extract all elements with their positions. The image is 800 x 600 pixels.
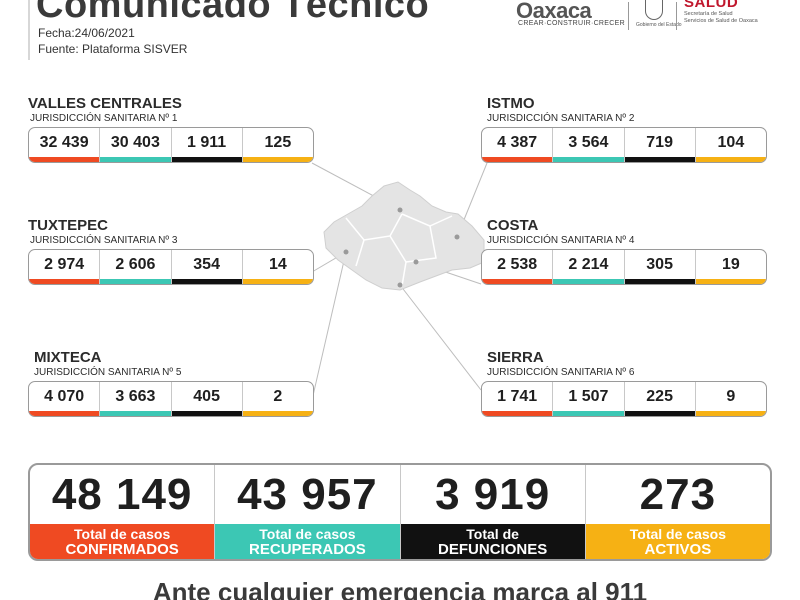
total-label-line1: Total de casos — [259, 525, 356, 542]
map-point-sierra — [397, 282, 403, 288]
totals-panel: 48 149 Total de casos CONFIRMADOS 43 957… — [28, 463, 772, 561]
total-label-line1: Total de casos — [629, 525, 726, 542]
total-active-label: Total de casos ACTIVOS — [585, 524, 770, 559]
region-name: COSTA — [487, 217, 539, 234]
region-mixteca: MIXTECA JURISDICCIÓN SANITARIA Nº 5 4 07… — [28, 350, 314, 417]
map-point-costa — [413, 259, 419, 265]
total-label-line2: RECUPERADOS — [249, 540, 366, 558]
total-recovered-value: 43 957 — [237, 469, 378, 519]
region-name: ISTMO — [487, 95, 535, 112]
gobierno-logo: Gobierno del Estado — [636, 0, 682, 34]
region-stats: 2 974 2 606 354 14 — [28, 249, 314, 285]
region-tuxtepec: TUXTEPEC JURISDICCIÓN SANITARIA Nº 3 2 9… — [28, 218, 314, 285]
total-confirmed-value: 48 149 — [51, 469, 193, 519]
salud-logo-sub1: Secretaría de Salud — [684, 11, 733, 17]
report-date: Fecha:24/06/2021 — [38, 26, 135, 40]
map-point-valles — [397, 207, 403, 213]
map-point-tuxtepec — [343, 249, 349, 255]
region-stats: 32 439 30 403 1 911 125 — [28, 127, 314, 163]
active-count: 104 — [695, 128, 766, 162]
region-sierra: SIERRA JURISDICCIÓN SANITARIA Nº 6 1 741… — [481, 350, 767, 417]
deaths-count: 225 — [624, 382, 696, 416]
deaths-count: 405 — [171, 382, 243, 416]
region-jurisdiction: JURISDICCIÓN SANITARIA Nº 3 — [30, 235, 178, 246]
region-jurisdiction: JURISDICCIÓN SANITARIA Nº 6 — [487, 367, 635, 378]
confirmed-count: 2 538 — [482, 250, 554, 284]
total-active: 273 Total de casos ACTIVOS — [585, 465, 770, 559]
deaths-count: 719 — [624, 128, 696, 162]
region-jurisdiction: JURISDICCIÓN SANITARIA Nº 4 — [487, 235, 635, 246]
oaxaca-logo-word: Oaxaca — [516, 0, 592, 23]
region-stats: 2 538 2 214 305 19 — [481, 249, 767, 285]
gobierno-logo-text: Gobierno del Estado — [636, 22, 682, 28]
region-istmo: ISTMO JURISDICCIÓN SANITARIA Nº 2 4 387 … — [481, 96, 767, 163]
region-jurisdiction: JURISDICCIÓN SANITARIA Nº 1 — [30, 113, 178, 124]
total-label-line2: CONFIRMADOS — [65, 540, 179, 558]
logo-divider — [676, 2, 677, 30]
deaths-count: 305 — [624, 250, 696, 284]
total-confirmed-label: Total de casos CONFIRMADOS — [30, 524, 215, 559]
deaths-count: 1 911 — [171, 128, 243, 162]
region-stats: 4 387 3 564 719 104 — [481, 127, 767, 163]
region-border — [345, 213, 403, 241]
recovered-count: 30 403 — [100, 128, 172, 162]
confirmed-count: 32 439 — [29, 128, 101, 162]
total-recovered: 43 957 Total de casos RECUPERADOS — [215, 465, 401, 559]
recovered-count: 3 663 — [100, 382, 172, 416]
total-confirmed: 48 149 Total de casos CONFIRMADOS — [30, 465, 216, 559]
active-count: 9 — [695, 382, 766, 416]
region-border — [429, 215, 453, 227]
region-stats: 1 741 1 507 225 9 — [481, 381, 767, 417]
deaths-count: 354 — [171, 250, 243, 284]
salud-logo-word: SALUD — [684, 0, 739, 11]
salud-logo: SALUD Secretaría de Salud Servicios de S… — [684, 0, 784, 25]
region-jurisdiction: JURISDICCIÓN SANITARIA Nº 5 — [34, 367, 182, 378]
total-deaths-label: Total de DEFUNCIONES — [400, 524, 585, 559]
emergency-message: Ante cualquier emergencia marca al 911 — [152, 577, 648, 600]
total-label-line1: Total de — [466, 525, 519, 542]
region-jurisdiction: JURISDICCIÓN SANITARIA Nº 2 — [487, 113, 635, 124]
region-valles-centrales: VALLES CENTRALES JURISDICCIÓN SANITARIA … — [28, 96, 314, 163]
logo-divider — [628, 2, 629, 30]
recovered-count: 2 606 — [100, 250, 172, 284]
confirmed-count: 4 387 — [482, 128, 554, 162]
oaxaca-logo: Oaxaca — [516, 0, 624, 30]
oaxaca-logo-tagline: CREAR·CONSTRUIR·CRECER — [518, 20, 625, 27]
recovered-count: 2 214 — [553, 250, 625, 284]
region-border — [355, 239, 365, 267]
page-title: Comunicado Técnico — [36, 0, 430, 26]
region-border — [401, 213, 437, 263]
active-count: 125 — [242, 128, 313, 162]
leader-line-mixteca — [311, 251, 347, 401]
total-deaths-value: 3 919 — [435, 469, 551, 519]
region-name: MIXTECA — [34, 349, 102, 366]
confirmed-count: 1 741 — [482, 382, 554, 416]
total-active-value: 273 — [639, 469, 717, 519]
region-name: TUXTEPEC — [28, 217, 109, 234]
total-label-line2: DEFUNCIONES — [438, 540, 548, 558]
total-label-line2: ACTIVOS — [644, 540, 712, 558]
recovered-count: 1 507 — [553, 382, 625, 416]
region-costa: COSTA JURISDICCIÓN SANITARIA Nº 4 2 538 … — [481, 218, 767, 285]
total-deaths: 3 919 Total de DEFUNCIONES — [400, 465, 586, 559]
active-count: 19 — [695, 250, 766, 284]
active-count: 14 — [242, 250, 313, 284]
map-point-istmo — [454, 234, 460, 240]
total-label-line1: Total de casos — [74, 525, 171, 542]
region-stats: 4 070 3 663 405 2 — [28, 381, 314, 417]
salud-logo-sub2: Servicios de Salud de Oaxaca — [684, 18, 758, 24]
coat-of-arms-icon — [645, 0, 663, 20]
confirmed-count: 4 070 — [29, 382, 101, 416]
total-recovered-label: Total de casos RECUPERADOS — [215, 524, 400, 559]
recovered-count: 3 564 — [553, 128, 625, 162]
oaxaca-state-shape — [323, 181, 485, 291]
leader-line-sierra — [399, 284, 482, 391]
region-name: SIERRA — [487, 349, 544, 366]
header-rule — [28, 0, 30, 60]
region-name: VALLES CENTRALES — [28, 95, 182, 112]
active-count: 2 — [242, 382, 313, 416]
report-source: Fuente: Plataforma SISVER — [38, 42, 188, 56]
confirmed-count: 2 974 — [29, 250, 101, 284]
